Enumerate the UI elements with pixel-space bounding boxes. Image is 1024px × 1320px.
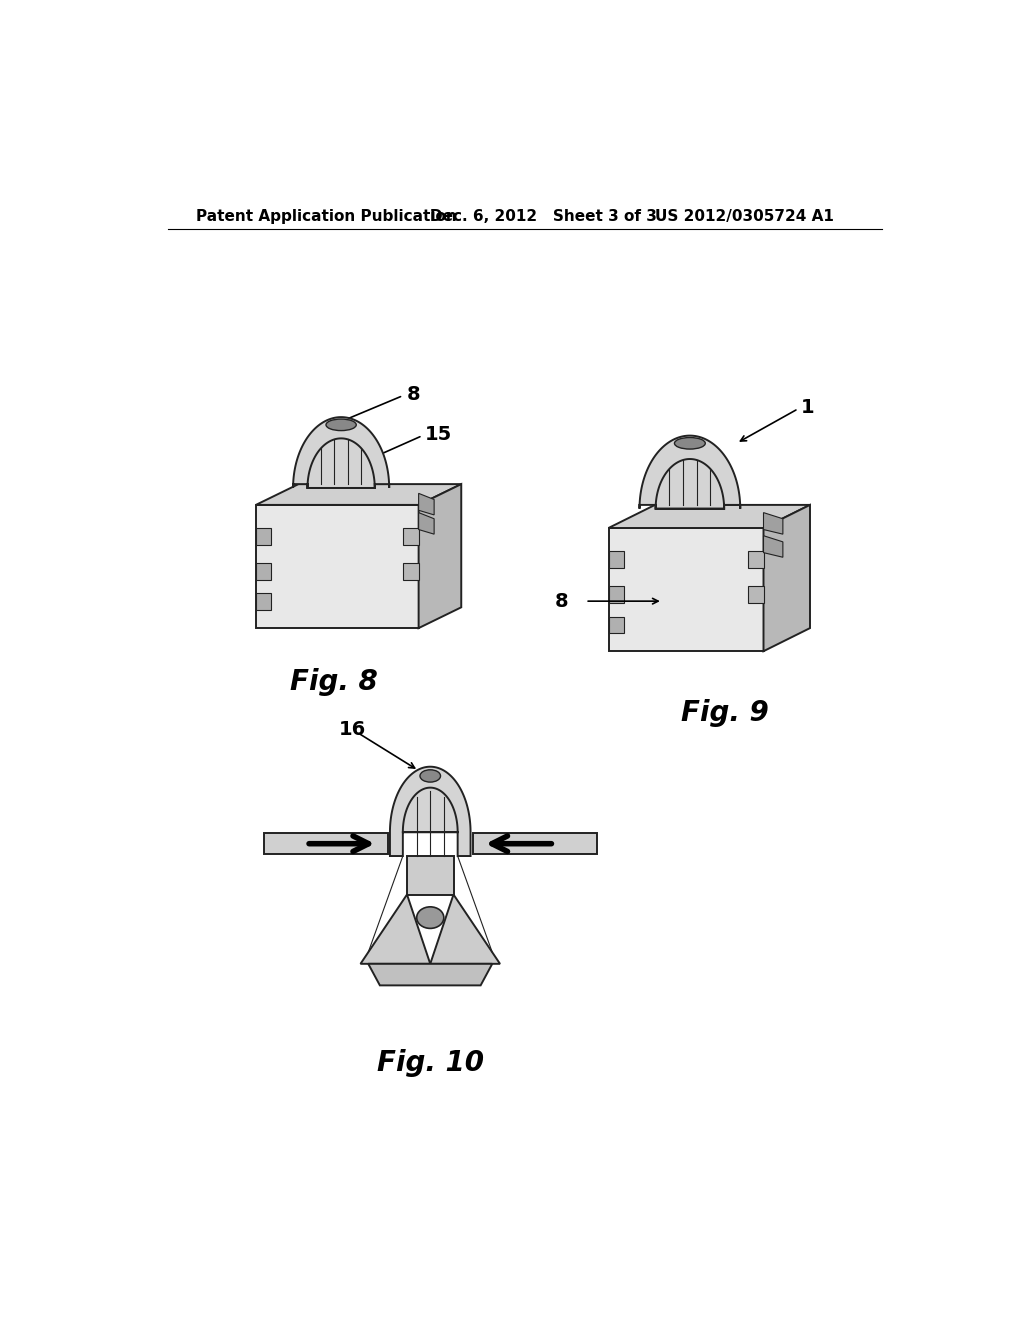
Polygon shape [256,506,419,628]
Polygon shape [369,964,493,985]
Text: Fig. 8: Fig. 8 [290,668,377,696]
Text: 8: 8 [407,384,421,404]
Polygon shape [608,586,624,603]
Polygon shape [256,528,271,545]
Polygon shape [256,562,271,579]
Polygon shape [748,552,764,568]
Polygon shape [640,436,740,508]
Text: 16: 16 [339,721,366,739]
Polygon shape [263,833,388,854]
Polygon shape [419,512,434,535]
Polygon shape [419,494,434,515]
Polygon shape [256,594,271,610]
Text: 15: 15 [425,425,452,444]
Polygon shape [407,857,454,895]
Polygon shape [748,586,764,603]
Polygon shape [403,562,419,579]
Polygon shape [360,895,430,964]
Polygon shape [764,512,783,535]
Text: US 2012/0305724 A1: US 2012/0305724 A1 [655,209,834,223]
Text: Dec. 6, 2012   Sheet 3 of 3: Dec. 6, 2012 Sheet 3 of 3 [430,209,657,223]
Ellipse shape [326,418,356,430]
Text: Patent Application Publication: Patent Application Publication [197,209,457,223]
Polygon shape [293,417,389,488]
Polygon shape [403,528,419,545]
Polygon shape [430,895,500,964]
Polygon shape [608,506,810,528]
Text: 1: 1 [801,397,814,417]
Polygon shape [764,506,810,651]
Ellipse shape [675,437,706,449]
Ellipse shape [420,770,440,781]
Polygon shape [419,484,461,628]
Polygon shape [608,616,624,634]
Polygon shape [256,484,461,506]
Text: Fig. 10: Fig. 10 [377,1049,483,1077]
Polygon shape [764,536,783,557]
Polygon shape [608,528,764,651]
Polygon shape [608,552,624,568]
Text: Fig. 9: Fig. 9 [681,698,769,727]
Ellipse shape [417,907,443,928]
Text: 8: 8 [554,591,568,611]
Polygon shape [473,833,597,854]
Polygon shape [390,767,471,857]
